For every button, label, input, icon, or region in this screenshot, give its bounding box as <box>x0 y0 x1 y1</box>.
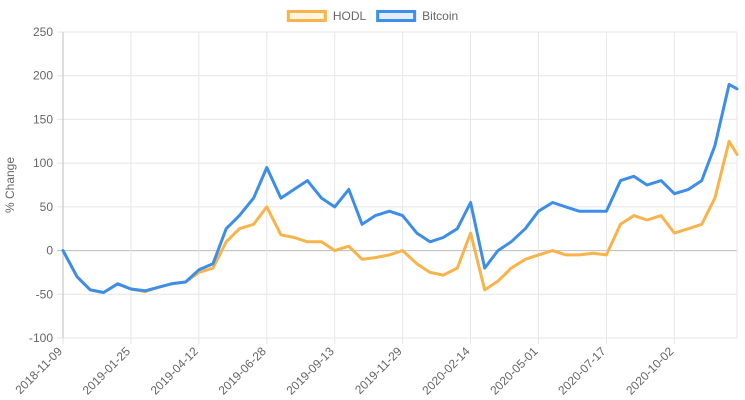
x-tick-label: 2019-09-13 <box>284 344 338 398</box>
y-tick-label: -100 <box>29 331 53 345</box>
x-tick-label: 2019-11-29 <box>352 344 405 397</box>
x-tick-label: 2020-10-02 <box>623 344 677 398</box>
legend-swatch <box>376 10 417 22</box>
y-tick-label: 200 <box>33 69 53 83</box>
x-tick-label: 2020-07-17 <box>555 344 609 398</box>
y-axis-title: % Change <box>3 157 17 213</box>
x-tick-label: 2019-04-12 <box>148 344 202 398</box>
legend-label: HODL <box>333 9 367 23</box>
series-line-hodl <box>61 139 739 294</box>
legend-item-hodl[interactable]: HODL <box>286 9 367 23</box>
x-tick-label: 2019-01-25 <box>80 344 134 398</box>
series-line-bitcoin <box>61 83 739 294</box>
legend[interactable]: HODL Bitcoin <box>286 9 459 23</box>
x-tick-label: 2019-06-28 <box>216 344 270 398</box>
y-tick-label: -50 <box>36 287 54 301</box>
grid <box>57 31 738 344</box>
x-tick-label: 2018-11-09 <box>12 344 65 397</box>
y-tick-label: 0 <box>46 244 53 258</box>
x-tick-label: 2020-02-14 <box>419 344 473 398</box>
legend-swatch <box>286 10 327 22</box>
series-lines <box>61 83 739 294</box>
y-tick-label: 150 <box>33 112 53 126</box>
x-tick-label: 2020-05-01 <box>487 344 541 398</box>
y-tick-label: 250 <box>33 25 53 39</box>
y-tick-label: 50 <box>40 200 54 214</box>
legend-item-bitcoin[interactable]: Bitcoin <box>376 9 459 23</box>
y-tick-label: 100 <box>33 156 53 170</box>
legend-label: Bitcoin <box>422 9 458 23</box>
